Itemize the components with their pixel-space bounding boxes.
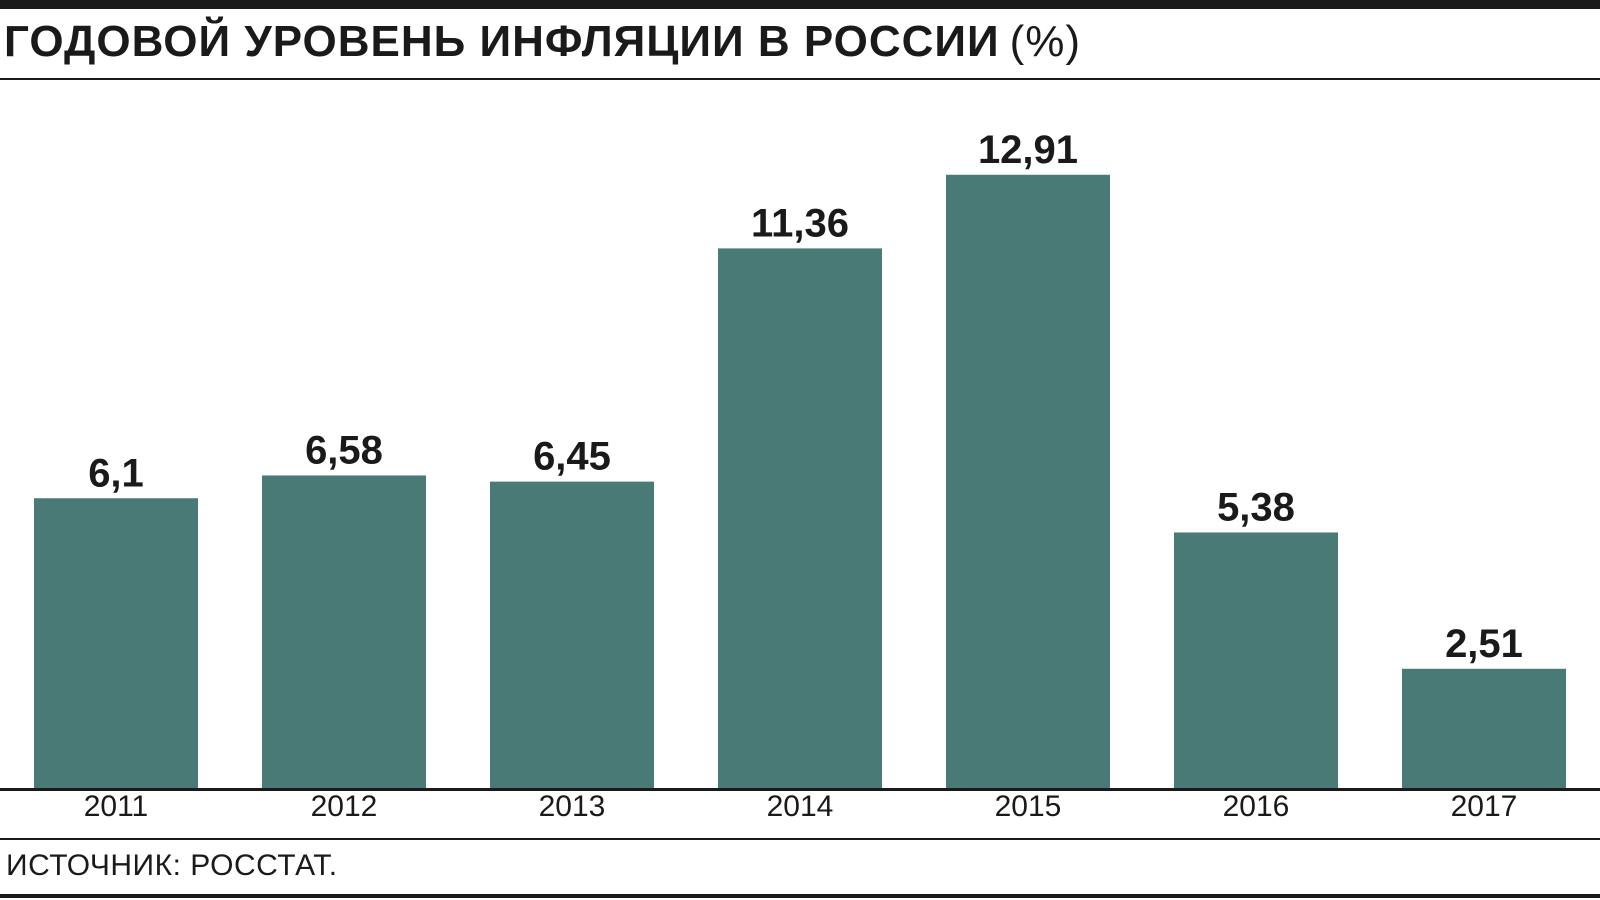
x-tick-label-2015: 2015	[995, 790, 1062, 823]
value-label-2014: 11,36	[751, 201, 849, 245]
x-tick-label-2014: 2014	[767, 790, 834, 823]
source-note: ИСТОЧНИК: РОССТАТ.	[6, 849, 338, 882]
x-tick-label-2017: 2017	[1451, 790, 1518, 823]
x-axis-baseline	[0, 788, 1600, 791]
chart-title-text: ГОДОВОЙ УРОВЕНЬ ИНФЛЯЦИИ В РОССИИ	[4, 17, 1000, 66]
source-rule	[0, 838, 1600, 840]
x-tick-label-2011: 2011	[84, 790, 149, 823]
bar-2013	[490, 481, 654, 788]
bar-2012	[262, 475, 426, 788]
value-label-2015: 12,91	[978, 128, 1078, 172]
bar-2014	[718, 248, 882, 788]
bar-2011	[34, 498, 198, 788]
bar-2017	[1402, 668, 1566, 788]
chart-title: ГОДОВОЙ УРОВЕНЬ ИНФЛЯЦИИ В РОССИИ (%)	[4, 16, 1081, 68]
bar-2015	[946, 174, 1110, 788]
bottom-rule	[0, 894, 1600, 898]
x-tick-label-2016: 2016	[1223, 790, 1290, 823]
value-label-2013: 6,45	[533, 435, 611, 479]
x-tick-label-2013: 2013	[539, 790, 606, 823]
value-label-2011: 6,1	[88, 451, 144, 495]
title-rule	[0, 78, 1600, 80]
x-tick-label-2012: 2012	[311, 790, 378, 823]
top-rule	[0, 0, 1600, 9]
bar-2016	[1174, 532, 1338, 788]
value-label-2016: 5,38	[1217, 485, 1295, 529]
value-label-2017: 2,51	[1445, 622, 1523, 666]
chart-unit: (%)	[1009, 17, 1082, 66]
value-label-2012: 6,58	[305, 428, 383, 472]
bar-chart: 6,1 2011 6,58 2012 6,45 2013 11,36 2014 12,91 201…	[34, 128, 1566, 823]
